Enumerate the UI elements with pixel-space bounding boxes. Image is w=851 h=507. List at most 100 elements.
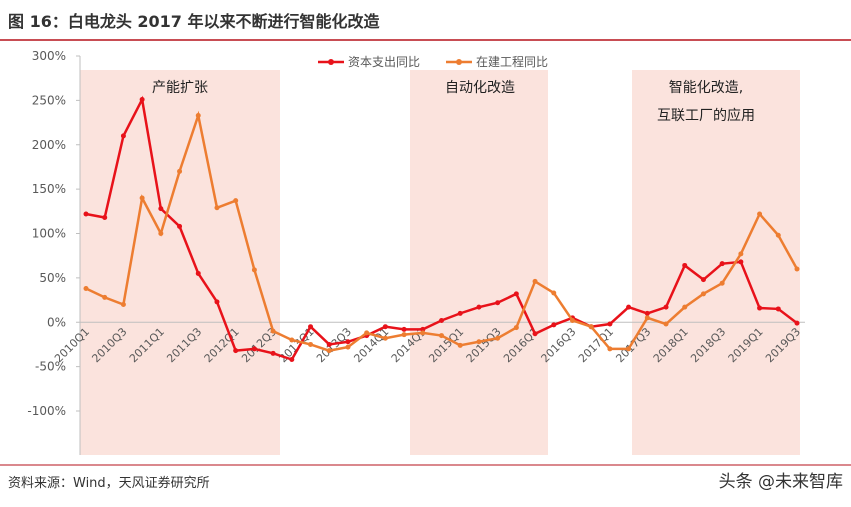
y-tick-label: 300% [32,49,66,63]
point [439,333,444,339]
point [700,277,706,283]
y-tick-label: 250% [32,93,66,107]
point [308,324,314,330]
point [757,211,763,217]
y-tick-label: 100% [32,227,66,241]
point [532,278,538,284]
legend-label: 在建工程同比 [476,54,548,69]
point [401,332,407,338]
point [439,317,444,323]
point [195,112,201,118]
point [251,346,257,352]
point [700,291,706,297]
legend-marker [328,59,334,65]
point [569,317,575,323]
point [476,339,482,345]
point [495,335,501,341]
point [775,306,781,312]
point [158,231,164,236]
y-tick-label: 150% [32,182,66,196]
phase-band [410,70,548,455]
annotation: 产能扩张 [152,80,208,96]
point [551,290,557,296]
point [495,300,501,306]
point [401,326,407,332]
point [83,211,89,217]
point [382,335,388,341]
point [364,330,370,336]
point [457,310,463,316]
point [177,168,183,174]
annotation: 自动化改造 [445,80,515,96]
point [420,326,426,332]
y-tick-label: -50% [35,360,66,374]
point [233,198,239,204]
y-tick-label: -100% [27,404,66,418]
point [270,350,276,356]
point [738,251,744,257]
point [551,322,557,328]
phase-band [632,70,800,455]
y-tick-label: 200% [32,138,66,152]
point [289,357,295,363]
point [794,320,800,326]
point [757,305,763,311]
annotation: 智能化改造, [669,80,743,96]
point [644,310,650,316]
point [663,321,669,327]
point [120,133,126,139]
point [532,331,538,337]
point [719,280,725,286]
point [719,261,725,267]
point [83,286,89,292]
watermark: 头条 @未来智库 [719,472,843,492]
point [663,304,669,310]
point [102,215,108,221]
point [476,304,482,310]
point [102,294,108,300]
point [682,304,688,310]
point [626,346,632,352]
point [644,315,650,321]
chart-title: 图 16：白电龙头 2017 年以来不断进行智能化改造 [8,12,381,31]
point [308,341,314,347]
point [214,205,220,211]
point [177,223,183,229]
point [270,328,276,334]
y-tick-label: 50% [39,271,66,285]
point [607,321,613,327]
point [326,348,332,354]
point [682,262,688,268]
point [289,337,295,343]
annotation: 互联工厂的应用 [657,107,755,124]
source: 资料来源：Wind，天风证券研究所 [8,475,210,491]
point [120,302,126,307]
point [326,341,332,347]
point [420,330,426,336]
point [139,195,145,201]
legend-marker [456,59,462,65]
point [382,324,388,330]
point [195,270,201,276]
x-tick-label: 2014Q1 [351,325,391,365]
point [233,348,239,354]
legend-label: 资本支出同比 [348,55,420,69]
point [139,96,145,102]
point [158,206,164,212]
point [775,232,781,238]
point [513,325,519,331]
point [794,266,800,272]
y-tick-label: 0% [47,315,66,329]
point [214,299,220,305]
point [738,259,744,265]
point [251,267,257,273]
point [345,339,351,345]
point [457,342,463,348]
phase-band [80,70,280,455]
point [513,291,519,297]
point [607,346,613,352]
point [626,304,632,310]
point [345,344,351,350]
point [588,324,594,330]
